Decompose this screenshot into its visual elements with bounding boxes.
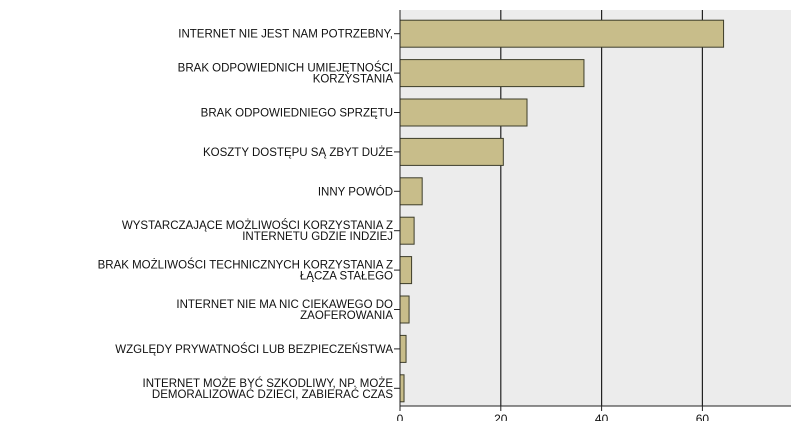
category-labels: INTERNET NIE JEST NAM POTRZEBNY, BRAK ODP…	[98, 29, 400, 401]
bar-5	[399, 216, 415, 245]
category-label-2: BRAK ODPOWIEDNIEGO SPRZĘTU	[201, 108, 393, 120]
category-label-9-line-1: DEMORALIZOWAĆ DZIECI, ZABIERAĆ CZAS	[152, 388, 393, 401]
category-label-1-line-0: BRAK ODPOWIEDNICH UMIEJĘTNOŚCI	[178, 62, 393, 75]
bar-0	[399, 19, 725, 48]
category-label-7-line-0: INTERNET NIE MA NIC CIEKAWEGO DO	[176, 299, 393, 311]
category-label-5-line-0: WYSTARCZAJĄCE MOŻLIWOŚCI KORZYSTANIA Z	[122, 219, 393, 232]
bar-3	[399, 137, 504, 166]
x-tick-label-0: 0	[397, 412, 404, 421]
bar-6	[399, 256, 413, 285]
x-tick-label-2: 40	[595, 412, 609, 421]
bars	[399, 19, 725, 403]
category-label-4: INNY POWÓD	[318, 185, 393, 198]
category-label-3: KOSZTY DOSTĘPU SĄ ZBYT DUŻE	[203, 146, 393, 159]
bar-9	[399, 374, 405, 403]
bar-8	[399, 334, 407, 363]
x-tick-label-1: 20	[494, 412, 508, 421]
x-tick-label-3: 60	[696, 412, 710, 421]
bar-4	[399, 177, 423, 206]
bar-2	[399, 98, 528, 127]
category-label-7-line-1: ZAOFEROWANIA	[300, 310, 393, 322]
category-label-9-line-0: INTERNET MOŻE BYĆ SZKODLIWY, NP. MOŻE	[143, 377, 394, 390]
category-label-0: INTERNET NIE JEST NAM POTRZEBNY,	[178, 29, 393, 41]
category-label-6-line-1: ŁĄCZA STAŁEGO	[300, 271, 393, 283]
category-label-6-line-0: BRAK MOŻLIWOŚCI TECHNICZNYCH KORZYSTANIA…	[98, 259, 393, 272]
bar-1	[399, 59, 585, 88]
category-label-5-line-1: INTERNETU GDZIE INDZIEJ	[242, 231, 393, 243]
x-ticks: 0 20 40 60	[397, 406, 710, 421]
category-label-1-line-1: KORZYSTANIA	[313, 74, 394, 86]
category-label-8: WZGLĘDY PRYWATNOŚCI LUB BEZPIECZEŃSTWA	[115, 343, 393, 356]
bar-7	[399, 295, 410, 324]
